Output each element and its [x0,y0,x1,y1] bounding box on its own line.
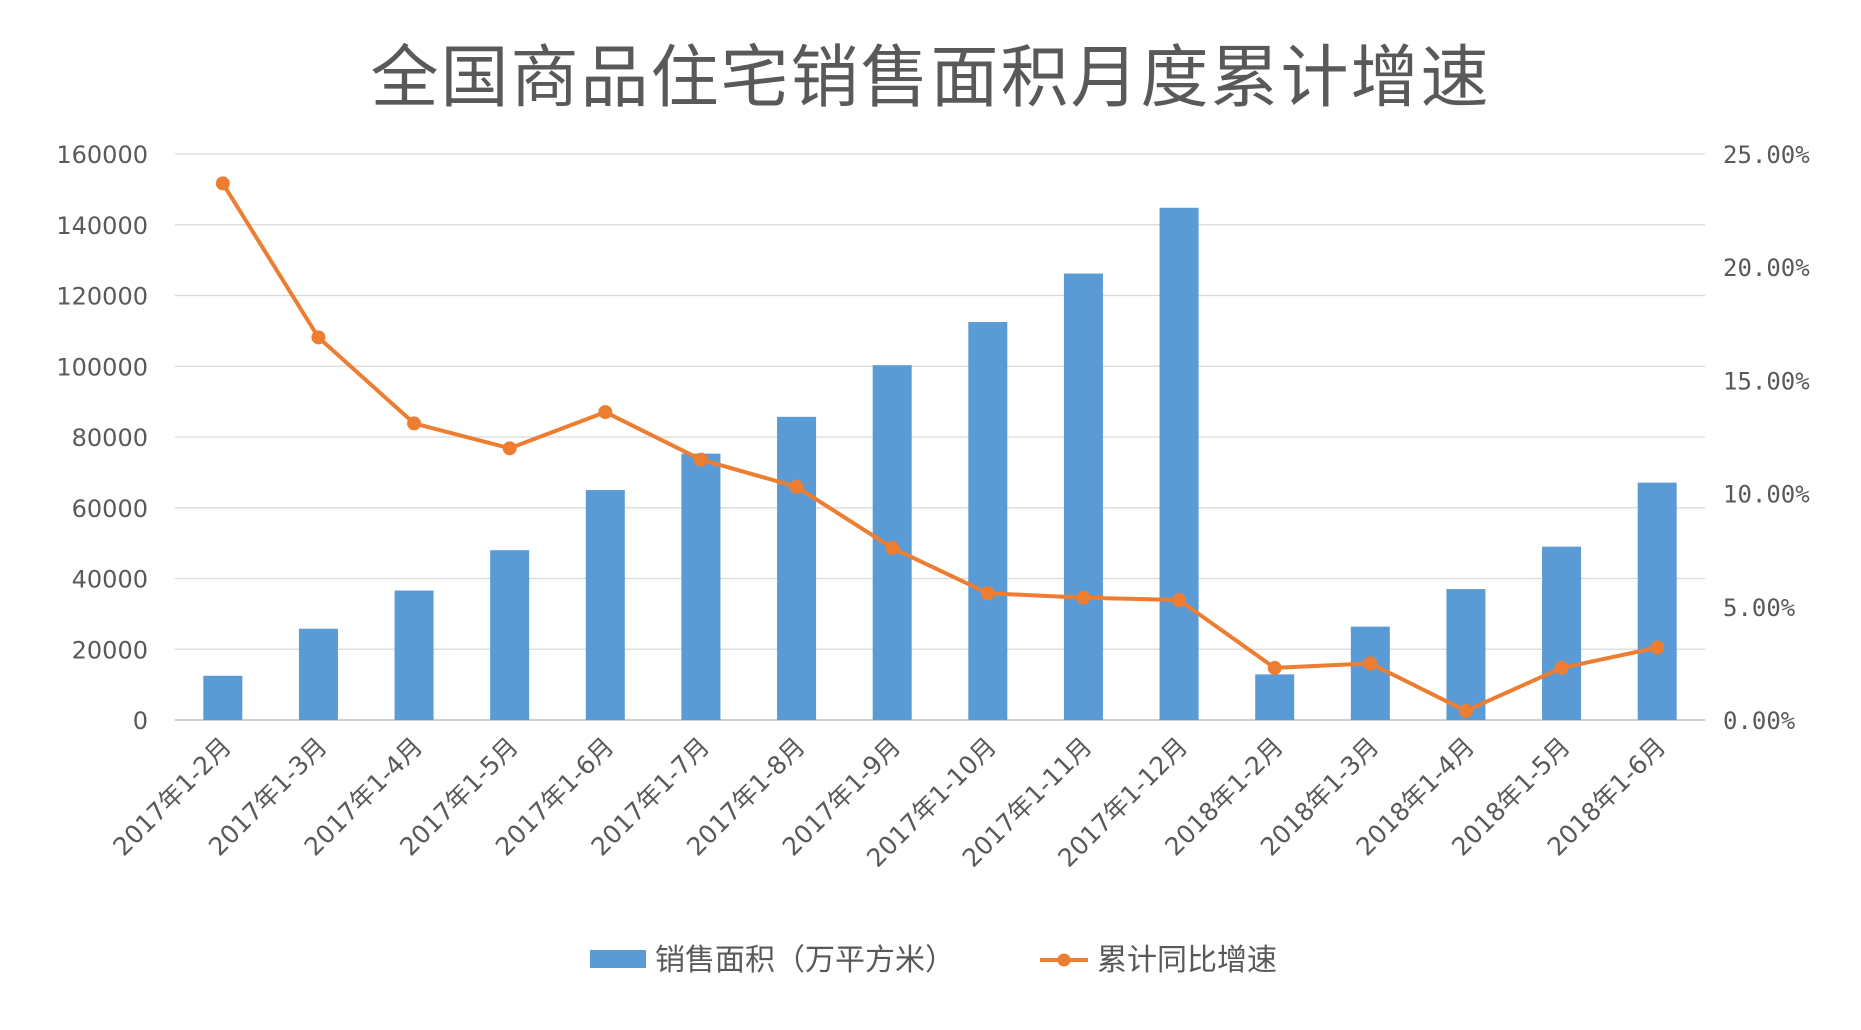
x-axis-ticks: 2017年1-2月2017年1-3月2017年1-4月2017年1-5月2017… [107,732,1671,873]
bar [490,550,530,720]
y-right-tick-label: 15.00% [1723,367,1810,395]
legend-line-label: 累计同比增速 [1097,943,1277,978]
y-left-tick-label: 20000 [72,636,148,664]
bar [1542,546,1582,720]
bar [1255,674,1295,720]
y-right-tick-label: 25.00% [1723,141,1810,169]
bar [1350,626,1390,720]
y-right-tick-label: 10.00% [1723,481,1810,509]
y-left-tick-label: 160000 [56,141,148,169]
bar [1637,482,1677,720]
legend-line-marker [1057,953,1071,967]
bar [585,490,625,720]
bar [1159,207,1199,720]
chart-title: 全国商品住宅销售面积月度累计增速 [370,39,1491,118]
legend-bar-label: 销售面积（万平方米） [655,943,955,978]
line-point [311,330,326,345]
bar-series [203,207,1677,720]
y-left-tick-label: 100000 [56,353,148,381]
y-left-tick-label: 120000 [56,283,148,311]
line-series [215,176,1665,718]
bar [681,453,721,720]
legend-bar-swatch [590,950,646,968]
y-right-tick-label: 0.00% [1723,707,1796,735]
bar [1446,589,1486,720]
y-left-tick-label: 60000 [72,495,148,523]
line-point [693,452,708,467]
line-point [1363,656,1378,671]
bar [298,628,338,720]
y-right-tick-label: 20.00% [1723,254,1810,282]
y-left-tick-label: 40000 [72,566,148,594]
left-axis-ticks: 0 20000 40000 60000 80000 100000 120000 140000 1… [56,141,148,735]
line-point [598,405,613,420]
bar [203,675,243,720]
line-point [1554,660,1569,675]
line-point [215,176,230,191]
bar [394,590,434,720]
line-point [1172,593,1187,608]
legend: 销售面积（万平方米） 累计同比增速 [590,943,1277,978]
line-point [1076,590,1091,605]
y-left-tick-label: 0 [133,707,148,735]
y-left-tick-label: 140000 [56,212,148,240]
line-point [1650,640,1665,655]
bar [968,322,1008,720]
line-point [1458,703,1473,718]
line-point [502,441,517,456]
line-path [220,181,1660,713]
line-point [980,586,995,601]
bar [1063,273,1103,720]
y-left-tick-label: 80000 [72,424,148,452]
right-axis-ticks: 0.00% 5.00% 10.00% 15.00% 20.00% 25.00% [1723,141,1810,735]
bar [777,416,817,720]
line-point [885,540,900,555]
line-point [407,416,422,431]
line-point [789,479,804,494]
line-point [1267,660,1282,675]
y-right-tick-label: 5.00% [1723,594,1796,622]
